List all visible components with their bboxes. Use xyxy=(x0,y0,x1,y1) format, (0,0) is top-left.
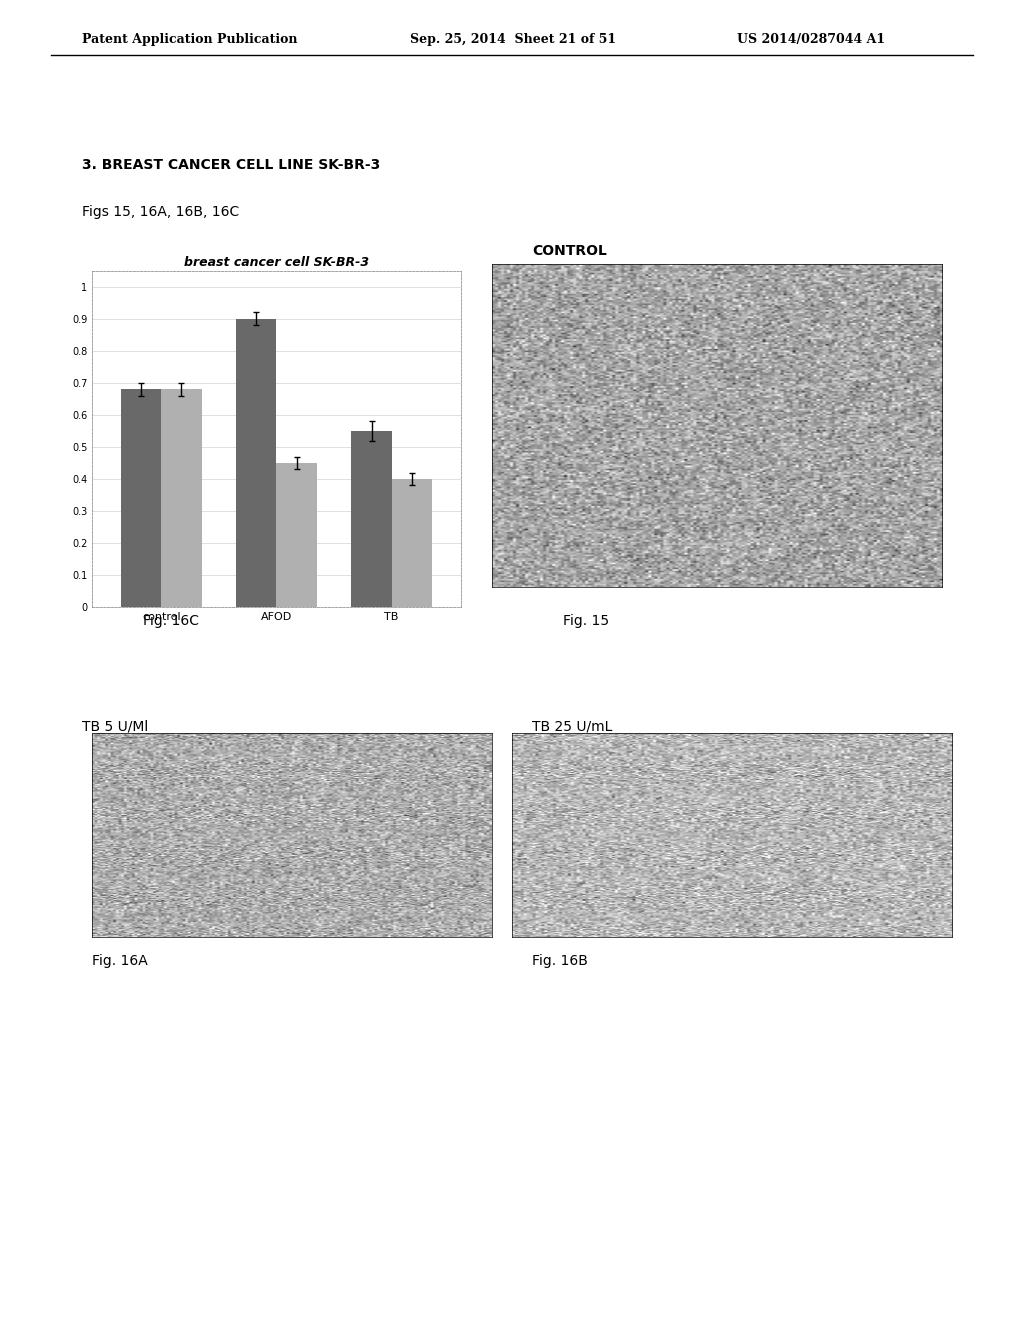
Title: breast cancer cell SK-BR-3: breast cancer cell SK-BR-3 xyxy=(184,256,369,269)
Text: Fig. 15: Fig. 15 xyxy=(563,614,609,628)
Text: Figs 15, 16A, 16B, 16C: Figs 15, 16A, 16B, 16C xyxy=(82,205,240,219)
Text: TB 5 U/Ml: TB 5 U/Ml xyxy=(82,719,148,734)
Bar xyxy=(351,430,391,607)
Text: CONTROL: CONTROL xyxy=(532,244,607,259)
Text: Fig. 16B: Fig. 16B xyxy=(532,954,589,969)
Bar xyxy=(121,389,162,607)
Text: Fig. 16C: Fig. 16C xyxy=(143,614,200,628)
Text: 3. BREAST CANCER CELL LINE SK-BR-3: 3. BREAST CANCER CELL LINE SK-BR-3 xyxy=(82,158,380,173)
Bar xyxy=(276,463,316,607)
Text: Patent Application Publication: Patent Application Publication xyxy=(82,33,297,46)
Text: Fig. 16A: Fig. 16A xyxy=(92,954,147,969)
Bar xyxy=(391,479,432,607)
Bar xyxy=(237,318,276,607)
Bar xyxy=(162,389,202,607)
Text: TB 25 U/mL: TB 25 U/mL xyxy=(532,719,612,734)
Text: US 2014/0287044 A1: US 2014/0287044 A1 xyxy=(737,33,886,46)
Text: Sep. 25, 2014  Sheet 21 of 51: Sep. 25, 2014 Sheet 21 of 51 xyxy=(410,33,615,46)
